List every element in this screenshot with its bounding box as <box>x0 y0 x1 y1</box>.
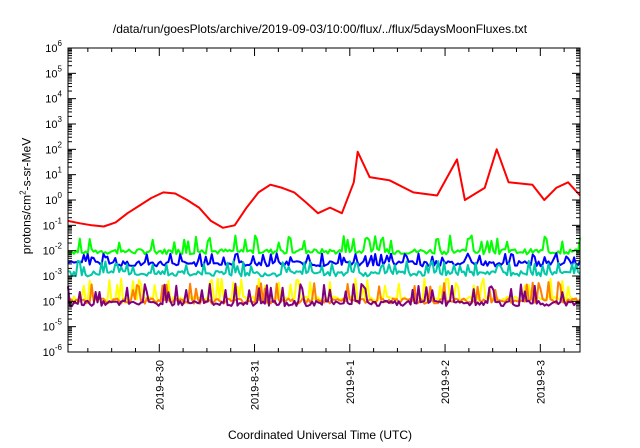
x-axis-label: Coordinated Universal Time (UTC) <box>227 428 413 442</box>
chart-title: /data/run/goesPlots/archive/2019-09-03/1… <box>112 22 528 36</box>
y-tick-label: 104 <box>45 90 62 106</box>
y-axis-label: protons/cm2-s-sr-MeV <box>18 137 34 255</box>
y-tick-label: 10-5 <box>43 318 63 334</box>
axes-layer: 10-6 10-5 10-4 10-3 10-2 10-1 100 101 102 103 104 1… <box>43 39 581 410</box>
y-tick-label: 101 <box>45 166 62 182</box>
series-line-1 <box>67 234 581 256</box>
y-tick-label: 10-2 <box>43 242 63 258</box>
y-tick-label: 102 <box>45 140 62 156</box>
series-line-0 <box>67 148 581 229</box>
y-tick-label: 10-3 <box>43 267 63 283</box>
series-line-3 <box>67 259 581 278</box>
y-tick-label: 100 <box>45 191 62 207</box>
x-tick-label: 2019-9-2 <box>440 360 452 404</box>
series-line-6 <box>67 282 581 308</box>
x-tick-label: 2019-8-30 <box>154 360 166 410</box>
series-line-2 <box>67 252 581 268</box>
x-tick-label: 2019-9-1 <box>345 360 357 404</box>
x-tick-label: 2019-9-3 <box>535 360 547 404</box>
x-tick-label: 2019-8-31 <box>250 360 262 410</box>
series-layer <box>67 148 581 308</box>
y-tick-label: 105 <box>45 64 62 80</box>
y-tick-label: 10-4 <box>43 292 63 308</box>
y-tick-label: 10-1 <box>43 216 63 232</box>
y-tick-label: 103 <box>45 115 62 131</box>
y-tick-label: 106 <box>45 39 62 55</box>
y-tick-label: 10-6 <box>43 343 63 359</box>
